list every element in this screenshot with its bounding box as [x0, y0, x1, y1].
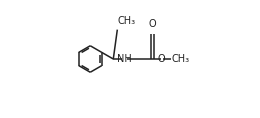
Text: NH: NH	[118, 54, 132, 64]
Text: CH₃: CH₃	[171, 54, 189, 64]
Text: CH₃: CH₃	[118, 16, 136, 26]
Text: O: O	[149, 19, 156, 29]
Text: O: O	[158, 54, 166, 64]
